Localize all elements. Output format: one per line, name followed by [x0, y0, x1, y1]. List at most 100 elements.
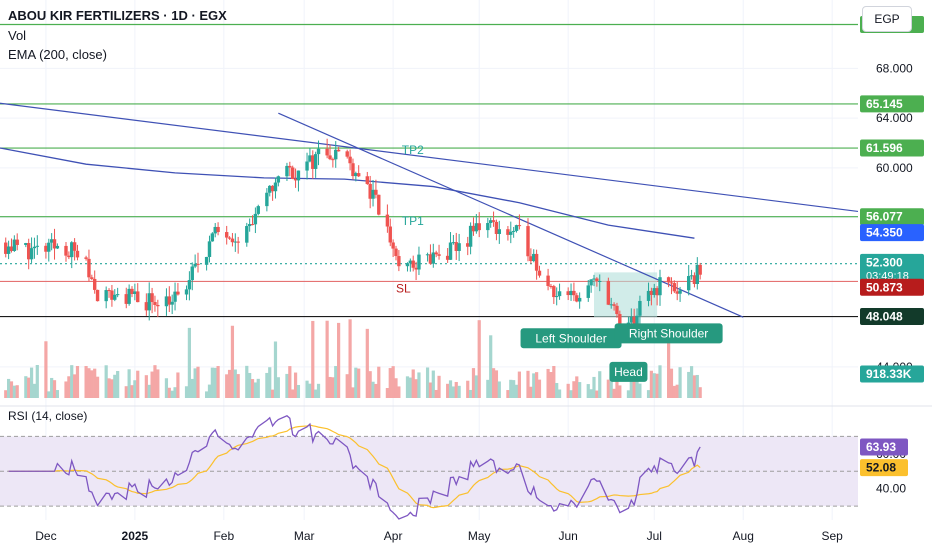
right-shoulder-label: Right Shoulder — [629, 326, 708, 340]
volume-bar — [248, 372, 252, 398]
volume-bar — [147, 384, 151, 398]
volume-bar — [314, 389, 318, 398]
volume-bar — [273, 341, 278, 398]
volume-bar — [388, 368, 392, 398]
volume-bar — [595, 390, 599, 398]
price-tag-bg — [860, 208, 924, 226]
volume-bar — [632, 377, 636, 398]
candle-body — [70, 242, 74, 258]
volume-bar — [75, 365, 80, 398]
price-tag-bg — [860, 278, 924, 296]
candle-body — [216, 226, 220, 233]
candle-body — [95, 289, 100, 302]
volume-bar — [64, 381, 68, 398]
volume-bar — [537, 379, 542, 398]
candle-body — [290, 167, 295, 179]
volume-bar — [184, 386, 189, 398]
candle-body — [236, 241, 240, 243]
price-axis-label: 68.000 — [876, 61, 913, 75]
volume-bar — [575, 376, 579, 398]
volume-bar — [73, 374, 77, 398]
volume-bar — [230, 325, 235, 398]
candle-body — [72, 242, 77, 251]
candle-body — [293, 178, 298, 181]
candle-body — [577, 297, 582, 302]
price-tag-bg — [860, 308, 924, 326]
candle-body — [454, 242, 458, 251]
volume-bar — [474, 375, 478, 398]
candle-body — [4, 242, 8, 254]
volume-bar — [271, 389, 275, 398]
volume-bar — [167, 387, 171, 398]
volume-bar — [311, 320, 315, 398]
time-axis-label: Feb — [213, 529, 234, 543]
candle-body — [313, 154, 318, 169]
candle-body — [509, 231, 513, 235]
volume-bar — [55, 390, 59, 398]
currency-button[interactable]: EGP — [862, 6, 912, 32]
volume-bar — [95, 376, 100, 398]
candle-body — [491, 220, 496, 222]
candle-body — [288, 165, 292, 168]
candle-body — [569, 290, 573, 296]
candle-body — [153, 302, 157, 305]
price-tag-bg — [860, 224, 924, 242]
volume-bar — [555, 383, 559, 398]
rsi-value-bg — [860, 438, 908, 456]
volume-bar — [253, 382, 257, 398]
candle-body — [514, 225, 519, 231]
candle-body — [638, 300, 642, 316]
candle-body — [592, 278, 596, 280]
candle-body — [417, 254, 421, 270]
candle-body — [598, 280, 602, 282]
rsi-line — [8, 415, 701, 520]
volume-bar — [233, 369, 237, 398]
candle-body — [285, 165, 289, 177]
volume-bar — [497, 381, 501, 398]
time-axis-label: Mar — [294, 529, 315, 543]
price-tag-bg — [860, 253, 924, 284]
price-tag-bg — [860, 139, 924, 157]
candle-body — [311, 155, 315, 169]
volume-bar — [87, 368, 91, 398]
volume-bar — [454, 381, 458, 398]
candle-body — [276, 176, 281, 183]
volume-bar — [288, 366, 292, 398]
volume-bar — [276, 377, 280, 398]
candle-body — [173, 291, 177, 302]
volume-bar — [70, 365, 74, 398]
candle-body — [629, 316, 634, 323]
head-label-bg — [609, 361, 648, 382]
volume-bar — [144, 375, 148, 398]
time-axis-label: Apr — [384, 529, 403, 543]
volume-bar — [612, 388, 616, 398]
volume-bar — [489, 335, 493, 398]
candle-body — [348, 156, 352, 164]
candle-body — [411, 260, 415, 268]
volume-bar — [245, 365, 249, 398]
volume-bar — [196, 366, 200, 398]
volume-bar — [50, 377, 54, 398]
candle-body — [486, 223, 490, 231]
left-shoulder-label-bg — [520, 328, 622, 349]
volume-bar — [133, 380, 137, 398]
candle-body — [210, 233, 215, 242]
volume-bar — [466, 380, 470, 398]
volume-bar — [236, 374, 240, 398]
candle-body — [468, 225, 473, 247]
candle-body — [428, 254, 433, 264]
volume-bar — [546, 368, 550, 398]
candle-body — [104, 290, 108, 302]
volume-bar — [618, 385, 622, 398]
trendline-short — [278, 112, 744, 318]
candle-body — [207, 241, 212, 257]
candle-body — [595, 278, 599, 282]
candle-body — [572, 290, 576, 296]
candle-body — [391, 242, 395, 249]
volume-bar — [695, 374, 699, 398]
volume-bar — [44, 341, 48, 398]
candle-body — [589, 279, 593, 286]
candle-body — [549, 285, 553, 287]
candle-body — [193, 263, 197, 267]
